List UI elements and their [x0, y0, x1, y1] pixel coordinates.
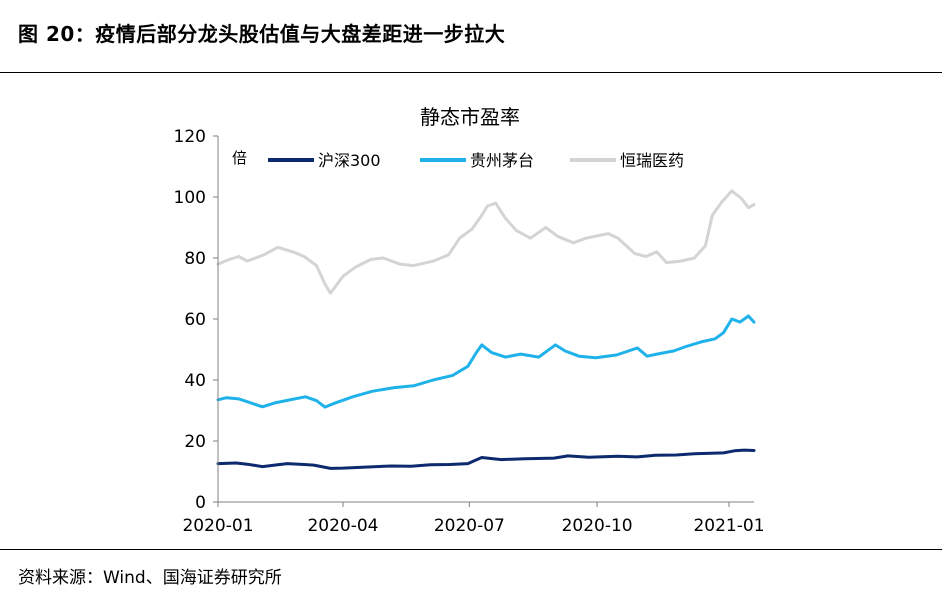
- series-line-1: [216, 314, 756, 409]
- x-tick-label: 2021-01: [693, 516, 764, 536]
- top-divider: [0, 72, 942, 73]
- x-tick-label: 2020-10: [562, 516, 633, 536]
- y-tick-label: 120: [174, 127, 206, 147]
- chart-title: 静态市盈率: [420, 105, 520, 129]
- legend-label-2: 恒瑞医药: [620, 151, 684, 170]
- legend-label-0: 沪深300: [318, 151, 381, 170]
- y-tick-label: 100: [174, 188, 206, 208]
- y-tick-label: 80: [184, 249, 206, 269]
- series-line-0: [216, 448, 756, 470]
- y-tick-label: 40: [184, 371, 206, 391]
- source-note: 资料来源：Wind、国海证券研究所: [18, 568, 282, 588]
- axis-layer: 0 20 40 60 80 100 120 2020-01 2020-04 2020-07 2020…: [174, 127, 765, 536]
- y-unit-label: 倍: [232, 149, 247, 167]
- y-tick-label: 20: [184, 432, 206, 452]
- series-layer: [216, 189, 756, 470]
- legend: 沪深300 贵州茅台 恒瑞医药: [268, 151, 684, 170]
- y-tick-label: 0: [195, 493, 206, 513]
- y-tick-label: 60: [184, 310, 206, 330]
- legend-label-1: 贵州茅台: [470, 151, 534, 170]
- x-tick-label: 2020-07: [434, 516, 505, 536]
- x-tick-label: 2020-04: [307, 516, 378, 536]
- bottom-divider: [0, 549, 942, 550]
- series-line-2: [216, 189, 756, 295]
- figure-title: 图 20：疫情后部分龙头股估值与大盘差距进一步拉大: [18, 22, 506, 46]
- x-tick-label: 2020-01: [182, 516, 253, 536]
